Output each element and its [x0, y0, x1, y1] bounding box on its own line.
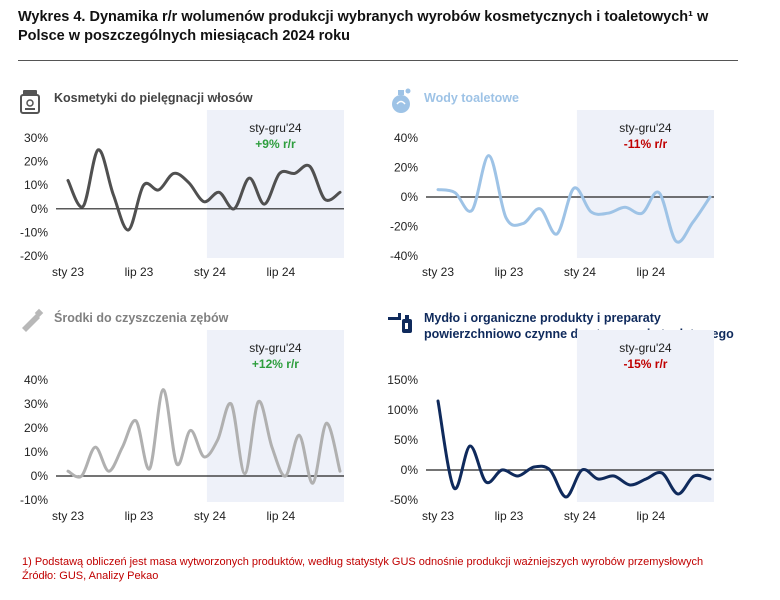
y-tick-label: 40% — [394, 131, 418, 145]
y-tick-label: -20% — [20, 249, 48, 263]
y-tick-label: 0% — [31, 469, 49, 483]
y-tick-label: -50% — [390, 493, 418, 507]
annotation-value: +9% r/r — [255, 137, 296, 151]
x-tick-label: sty 23 — [422, 265, 454, 279]
x-tick-label: sty 24 — [194, 265, 226, 279]
annotation-value: -15% r/r — [623, 357, 667, 371]
y-tick-label: -10% — [20, 493, 48, 507]
annotation-period: sty-gru'24 — [619, 121, 672, 135]
chart: sty-gru'24 -11% r/r 40% 20% 0% -20% -40% sty 23… — [390, 110, 714, 279]
x-tick-label: lip 24 — [637, 509, 666, 523]
y-tick-label: 20% — [24, 155, 48, 169]
y-tick-label: 0% — [401, 190, 419, 204]
annotation-period: sty-gru'24 — [249, 121, 302, 135]
source-note: Źródło: GUS, Analizy Pekao — [22, 570, 159, 582]
soap-dispenser-icon — [388, 313, 412, 333]
x-tick-label: lip 24 — [637, 265, 666, 279]
x-tick-label: lip 24 — [267, 265, 296, 279]
annotation-period: sty-gru'24 — [619, 341, 672, 355]
y-tick-label: 30% — [24, 397, 48, 411]
x-tick-label: lip 23 — [495, 265, 524, 279]
chart-title: Środki do czyszczenia zębów — [54, 311, 229, 325]
y-tick-label: 150% — [387, 373, 418, 387]
title-divider — [18, 60, 738, 61]
footnote: 1) Podstawą obliczeń jest masa wytworzon… — [22, 556, 704, 568]
cosmetics-jar-icon — [20, 90, 40, 114]
shade-2024-region — [576, 330, 714, 502]
x-tick-label: sty 23 — [52, 265, 84, 279]
series-line — [436, 399, 712, 499]
chart: sty-gru'24 -15% r/r 150% 100% 50% 0% -50% sty 2… — [387, 330, 714, 523]
y-tick-label: 20% — [394, 161, 418, 175]
perfume-bottle-icon — [392, 88, 411, 113]
chart: sty-gru'24 +12% r/r 40% 30% 20% 10% 0% -10% sty … — [20, 330, 344, 523]
y-tick-label: 30% — [24, 131, 48, 145]
y-tick-label: 50% — [394, 433, 418, 447]
x-tick-label: sty 24 — [564, 509, 596, 523]
y-tick-label: 100% — [387, 403, 418, 417]
annotation-value: -11% r/r — [624, 137, 668, 151]
annotation-value: +12% r/r — [252, 357, 299, 371]
x-tick-label: lip 23 — [125, 509, 154, 523]
chart-title: Kosmetyki do pielęgnacji włosów — [54, 91, 253, 105]
y-tick-label: 0% — [31, 202, 49, 216]
panel-soap: Mydło i organiczne produkty i preparaty … — [387, 310, 758, 523]
x-tick-label: lip 24 — [267, 509, 296, 523]
x-tick-label: lip 23 — [125, 265, 154, 279]
y-tick-label: -10% — [20, 225, 48, 239]
x-tick-label: sty 23 — [52, 509, 84, 523]
y-tick-label: -40% — [390, 249, 418, 263]
chart-title: Wody toaletowe — [424, 91, 519, 105]
page-title: Wykres 4. Dynamika r/r wolumenów produkc… — [18, 9, 709, 44]
series-line — [436, 154, 712, 244]
toothpaste-tube-icon — [22, 308, 44, 332]
annotation-period: sty-gru'24 — [249, 341, 302, 355]
y-tick-label: -20% — [390, 220, 418, 234]
y-tick-label: 40% — [24, 373, 48, 387]
shade-2024-region — [206, 330, 344, 502]
y-tick-label: 0% — [401, 463, 419, 477]
panel-toothpaste: Środki do czyszczenia zębów sty-gru'24 +1… — [18, 308, 388, 523]
x-tick-label: sty 24 — [564, 265, 596, 279]
y-tick-label: 10% — [24, 445, 48, 459]
x-tick-label: sty 23 — [422, 509, 454, 523]
panel-eau-de-toilette: Wody toaletowe sty-gru'24 -11% r/r 40% 20% 0… — [388, 88, 758, 290]
y-tick-label: 10% — [24, 178, 48, 192]
series-line — [66, 388, 342, 485]
y-tick-label: 20% — [24, 421, 48, 435]
shade-2024-region — [576, 110, 714, 258]
series-line — [66, 148, 342, 232]
panel-hair-cosmetics: Kosmetyki do pielęgnacji włosów sty-gru'… — [18, 90, 388, 290]
x-tick-label: sty 24 — [194, 509, 226, 523]
chart: sty-gru'24 +9% r/r 30% 20% 10% 0% -10% -20% sty … — [20, 110, 344, 279]
x-tick-label: lip 23 — [495, 509, 524, 523]
